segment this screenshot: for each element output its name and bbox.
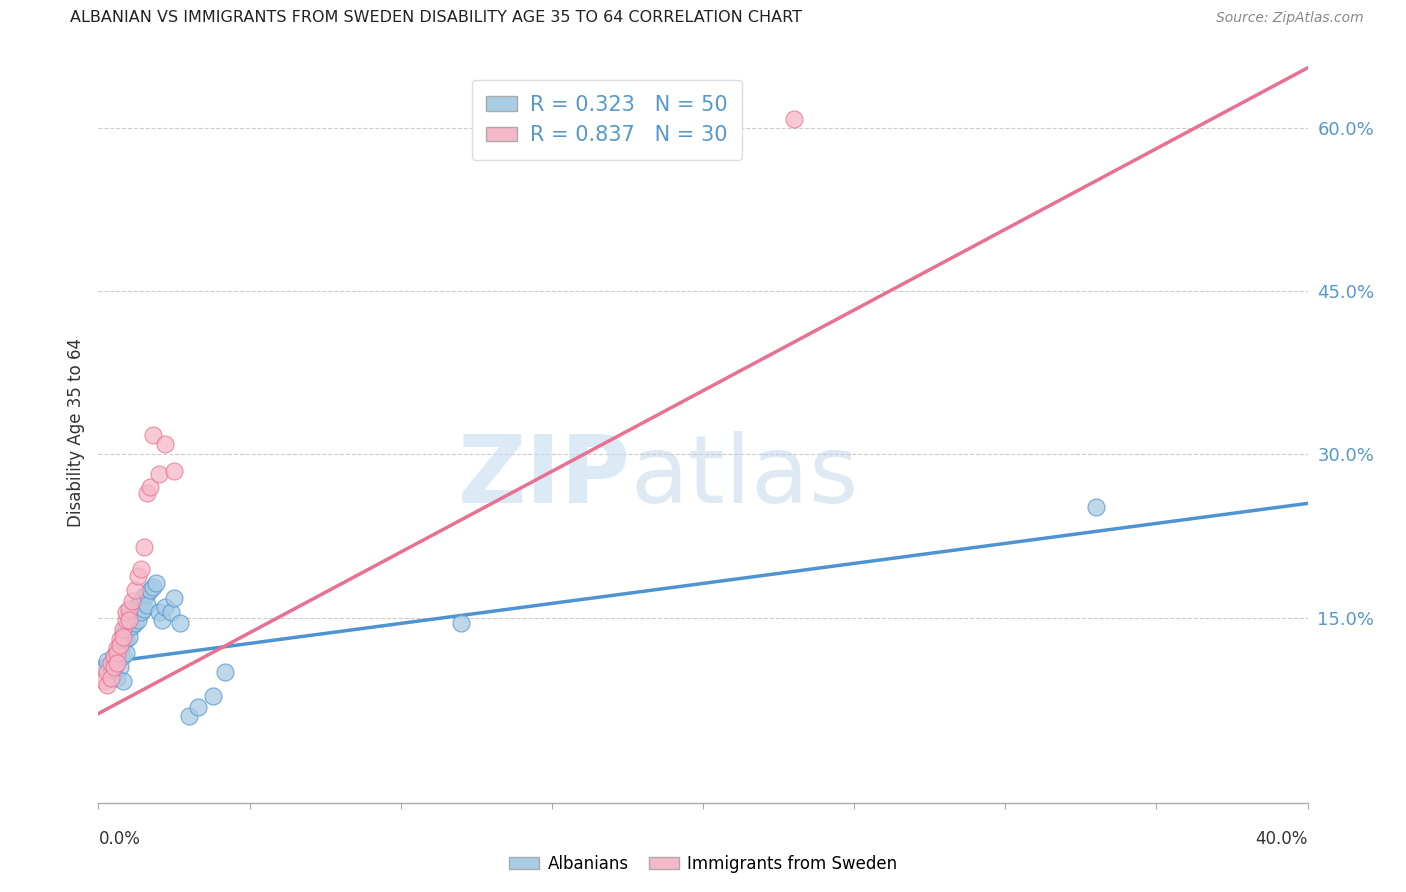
Point: [111, 630, 134, 644]
Point: [127, 569, 149, 583]
Point: [93, 659, 115, 673]
Point: [132, 602, 155, 616]
Point: [142, 580, 165, 594]
Point: [202, 689, 225, 703]
Text: 40.0%: 40.0%: [1256, 830, 1308, 847]
Point: [96, 654, 118, 668]
Point: [105, 671, 128, 685]
Point: [132, 540, 155, 554]
Point: [100, 657, 122, 671]
Point: [105, 646, 128, 660]
Point: [103, 667, 125, 681]
Point: [129, 605, 152, 619]
Point: [139, 480, 162, 494]
Point: [187, 700, 209, 714]
Point: [111, 634, 134, 648]
Point: [160, 605, 183, 619]
Legend: R = 0.323   N = 50, R = 0.837   N = 30: R = 0.323 N = 50, R = 0.837 N = 30: [471, 80, 742, 160]
Point: [114, 613, 136, 627]
Point: [783, 112, 806, 126]
Point: [163, 591, 186, 606]
Point: [114, 622, 136, 636]
Point: [111, 648, 134, 663]
Point: [108, 632, 131, 647]
Text: 0.0%: 0.0%: [98, 830, 141, 847]
Point: [103, 659, 125, 673]
Text: ZIP: ZIP: [457, 431, 630, 523]
Point: [127, 613, 149, 627]
Point: [103, 648, 125, 663]
Point: [105, 641, 128, 656]
Point: [121, 619, 143, 633]
Point: [127, 598, 149, 612]
Point: [108, 643, 131, 657]
Point: [145, 575, 167, 590]
Point: [450, 616, 472, 631]
Point: [148, 467, 170, 481]
Point: [103, 657, 125, 671]
Point: [96, 665, 118, 680]
Text: atlas: atlas: [630, 431, 859, 523]
Point: [111, 622, 134, 636]
Point: [179, 708, 201, 723]
Point: [93, 673, 115, 688]
Point: [214, 665, 236, 680]
Point: [108, 638, 131, 652]
Point: [114, 646, 136, 660]
Point: [129, 594, 152, 608]
Point: [135, 485, 157, 500]
Point: [124, 602, 146, 616]
Point: [111, 627, 134, 641]
Point: [105, 652, 128, 666]
Point: [108, 659, 131, 673]
Point: [142, 427, 165, 442]
Point: [118, 602, 141, 616]
Point: [124, 583, 146, 598]
Point: [132, 589, 155, 603]
Point: [153, 599, 176, 614]
Point: [121, 605, 143, 619]
Point: [108, 638, 131, 652]
Point: [1085, 500, 1108, 514]
Point: [150, 613, 173, 627]
Point: [124, 616, 146, 631]
Point: [129, 562, 152, 576]
Point: [114, 605, 136, 619]
Point: [114, 632, 136, 647]
Point: [135, 587, 157, 601]
Point: [100, 671, 122, 685]
Point: [121, 594, 143, 608]
Point: [135, 598, 157, 612]
Point: [118, 613, 141, 627]
Point: [103, 648, 125, 663]
Point: [118, 613, 141, 627]
Point: [96, 678, 118, 692]
Point: [153, 436, 176, 450]
Point: [100, 671, 122, 685]
Point: [111, 673, 134, 688]
Y-axis label: Disability Age 35 to 64: Disability Age 35 to 64: [66, 338, 84, 527]
Point: [169, 616, 191, 631]
Point: [100, 665, 122, 680]
Point: [118, 605, 141, 619]
Text: ALBANIAN VS IMMIGRANTS FROM SWEDEN DISABILITY AGE 35 TO 64 CORRELATION CHART: ALBANIAN VS IMMIGRANTS FROM SWEDEN DISAB…: [70, 11, 803, 25]
Point: [163, 464, 186, 478]
Point: [105, 657, 128, 671]
Point: [139, 583, 162, 598]
Text: Source: ZipAtlas.com: Source: ZipAtlas.com: [1216, 12, 1364, 25]
Point: [148, 605, 170, 619]
Legend: Albanians, Immigrants from Sweden: Albanians, Immigrants from Sweden: [502, 848, 904, 880]
Point: [105, 646, 128, 660]
Point: [118, 630, 141, 644]
